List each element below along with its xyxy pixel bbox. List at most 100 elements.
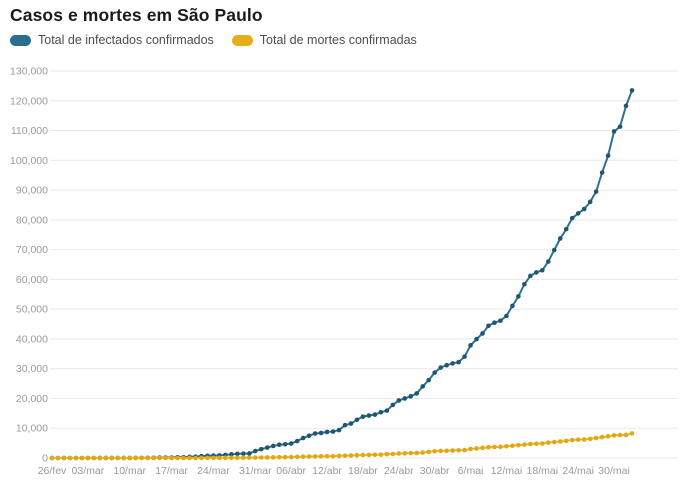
x-tick-label: 18/mai: [527, 465, 559, 477]
series-line: [52, 90, 633, 459]
data-point: [127, 455, 133, 461]
data-point: [450, 448, 455, 453]
data-point: [623, 432, 629, 438]
data-point: [534, 441, 539, 446]
x-axis-labels: 26/fev 03/mar 10/mar 17/mar 24/mar 31/mar 06/a…: [38, 465, 630, 477]
data-point: [551, 247, 557, 253]
data-point: [450, 361, 455, 366]
data-point: [408, 394, 414, 399]
y-tick-label: 50,000: [16, 304, 48, 316]
data-point: [456, 359, 461, 365]
data-point: [193, 455, 198, 461]
data-point: [276, 454, 282, 460]
data-point: [181, 455, 186, 461]
series-line: [52, 432, 633, 459]
legend-item-deaths[interactable]: Total de mortes confirmadas: [231, 33, 417, 47]
x-tick-label: 06/abr: [276, 465, 306, 477]
data-point: [264, 455, 270, 460]
data-point: [522, 442, 527, 447]
data-point: [384, 451, 390, 457]
data-point: [581, 437, 587, 442]
x-tick-label: 24/mai: [562, 465, 594, 477]
data-point: [480, 331, 485, 336]
data-point: [157, 455, 162, 461]
data-point: [623, 103, 629, 109]
data-point: [378, 452, 384, 457]
data-point: [414, 450, 420, 456]
data-point: [348, 421, 354, 426]
data-point: [575, 437, 581, 442]
data-point: [264, 445, 270, 450]
data-point: [252, 448, 258, 454]
data-point: [91, 455, 97, 461]
data-point: [611, 129, 617, 134]
x-tick-label: 30/abr: [420, 465, 450, 477]
data-point: [516, 442, 521, 448]
data-point: [318, 454, 324, 459]
data-point: [545, 259, 551, 264]
data-point: [599, 170, 605, 175]
data-point: [587, 436, 593, 442]
data-point: [504, 443, 509, 449]
data-point: [49, 455, 55, 461]
data-point: [605, 434, 611, 439]
data-point: [498, 318, 503, 323]
data-point: [115, 455, 121, 461]
data-point: [324, 453, 330, 459]
data-point: [139, 455, 144, 461]
data-point: [402, 451, 408, 456]
deaths-swatch-icon: [231, 34, 253, 46]
data-point: [199, 455, 204, 461]
x-tick-label: 31/mar: [239, 465, 272, 477]
x-tick-label: 24/abr: [384, 465, 414, 477]
legend-label-cases: Total de infectados confirmados: [38, 33, 214, 47]
data-point: [169, 455, 174, 461]
data-point: [605, 153, 611, 158]
data-point: [593, 435, 599, 441]
data-point: [288, 441, 294, 446]
data-point: [258, 446, 264, 452]
y-tick-label: 30,000: [16, 363, 48, 375]
y-tick-label: 70,000: [16, 244, 48, 256]
data-point: [444, 362, 449, 368]
data-point: [312, 431, 318, 436]
data-point: [557, 236, 563, 241]
data-point: [163, 455, 168, 461]
data-point: [587, 199, 593, 205]
data-point: [420, 450, 426, 455]
data-point: [432, 449, 437, 454]
data-point: [396, 398, 402, 403]
data-point: [97, 455, 103, 461]
data-point: [312, 454, 318, 459]
data-point: [247, 455, 252, 460]
data-point: [414, 391, 420, 396]
y-tick-label: 120,000: [10, 95, 48, 107]
data-point: [540, 267, 545, 273]
data-point: [342, 453, 348, 458]
x-tick-label: 24/mar: [197, 465, 230, 477]
data-point: [581, 206, 587, 212]
x-tick-label: 03/mar: [72, 465, 105, 477]
data-point: [408, 450, 414, 456]
x-tick-label: 18/abr: [348, 465, 378, 477]
data-point: [61, 455, 67, 461]
legend-item-cases[interactable]: Total de infectados confirmados: [10, 33, 214, 47]
data-point: [396, 451, 402, 456]
data-point: [121, 455, 127, 461]
data-point: [486, 323, 491, 329]
cases-swatch-icon: [10, 34, 31, 46]
data-point: [444, 448, 449, 454]
data-point: [468, 446, 473, 452]
data-point: [103, 455, 109, 461]
data-point: [294, 438, 300, 444]
data-point: [390, 451, 396, 457]
data-point: [67, 455, 73, 461]
x-tick-label: 30/mai: [598, 465, 630, 477]
data-point: [462, 354, 467, 359]
data-point: [551, 439, 557, 445]
data-point: [629, 88, 635, 93]
data-point: [498, 444, 503, 450]
deaths-series: [49, 431, 635, 461]
data-point: [288, 454, 294, 460]
